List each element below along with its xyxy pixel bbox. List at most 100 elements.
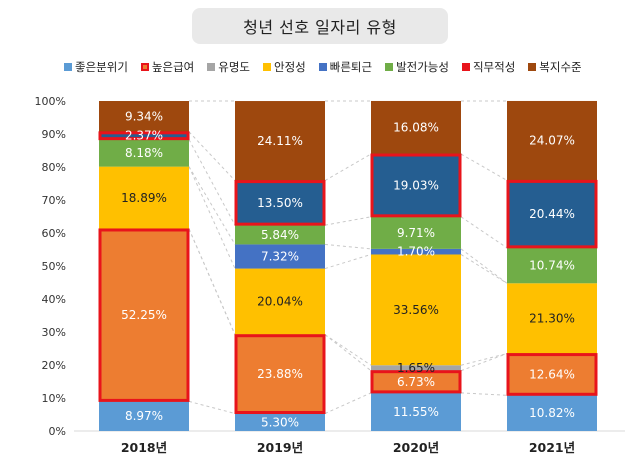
data-label: 20.44% (529, 207, 575, 221)
connector-line (188, 166, 236, 269)
data-label: 33.56% (393, 303, 439, 317)
bar-segment (235, 244, 325, 269)
connector-line (324, 153, 372, 182)
bar-segment (371, 100, 461, 155)
y-tick-label: 80% (42, 161, 66, 174)
legend-swatch (64, 63, 72, 71)
bar-segment (371, 365, 461, 371)
connector-lines (188, 100, 508, 414)
connector-line (460, 353, 508, 366)
legend-label: 높은급여 (151, 60, 195, 74)
legend-swatch (528, 63, 537, 71)
bar-segment (99, 139, 189, 167)
y-tick-label: 20% (42, 359, 66, 372)
highlight-box (370, 153, 462, 218)
y-tick-label: 0% (49, 425, 66, 438)
bar-segment (507, 100, 597, 181)
bar-segment (371, 216, 461, 249)
data-label: 7.32% (261, 249, 299, 263)
data-label: 13.50% (257, 196, 303, 210)
x-category-label: 2021년 (529, 440, 575, 455)
legend-label: 복지수준 (539, 60, 582, 74)
bar-segment (99, 101, 189, 132)
connector-line (188, 228, 236, 335)
bar-segment (235, 413, 325, 431)
y-tick-label: 90% (42, 128, 66, 141)
bar-segment (235, 225, 325, 245)
connector-line (460, 353, 508, 372)
legend-item: 높은급여 (140, 59, 195, 75)
data-label: 2.37% (125, 129, 163, 143)
connector-line (460, 248, 508, 284)
connector-line (460, 392, 508, 396)
y-tick-label: 50% (42, 260, 66, 273)
legend-swatch (385, 63, 394, 71)
connector-line (324, 334, 372, 372)
data-label: 12.64% (529, 367, 575, 381)
connector-line (188, 131, 236, 181)
connector-line (460, 153, 508, 181)
legend-swatch (262, 63, 271, 71)
chart-title-box: 청년 선호 일자리 유형 (192, 8, 448, 44)
data-label: 8.97% (125, 409, 163, 423)
legend-label: 직무적성 (472, 60, 516, 74)
data-label: 18.89% (121, 191, 167, 205)
highlight-box (98, 228, 190, 402)
highlight-box (234, 334, 326, 415)
connector-line (188, 139, 236, 226)
legend: 좋은분위기 높은급여 유명도 안정성 빠른퇴근 발전가능성 직무적성 복지수준 (64, 58, 634, 76)
legend-label: 빠른퇴근 (329, 60, 373, 74)
legend-item: 발전가능성 (385, 59, 449, 75)
connector-line (324, 334, 372, 366)
bar-segment (99, 131, 189, 140)
data-label: 1.70% (397, 245, 435, 259)
legend-item: 복지수준 (528, 59, 582, 75)
y-tick-label: 10% (42, 392, 66, 405)
bar-segment (235, 334, 325, 414)
bar-segment (371, 254, 461, 366)
data-label: 6.73% (397, 375, 435, 389)
legend-swatch (207, 63, 216, 71)
x-category-label: 2018년 (121, 440, 167, 455)
y-tick-label: 40% (42, 293, 66, 306)
bar-segment (99, 166, 189, 229)
legend-swatch (318, 63, 327, 71)
highlight-box (98, 131, 190, 141)
bar-segment (99, 228, 189, 402)
data-label: 20.04% (257, 295, 303, 309)
data-label: 24.11% (257, 134, 303, 148)
data-label: 52.25% (121, 308, 167, 322)
connector-line (188, 400, 236, 414)
connector-line (324, 254, 372, 270)
x-category-label: 2020년 (393, 440, 439, 455)
data-label: 10.74% (529, 259, 575, 273)
highlight-box (506, 179, 598, 249)
legend-item: 유명도 (207, 59, 250, 75)
data-label: 16.08% (393, 120, 439, 134)
y-tick-label: 100% (35, 95, 66, 108)
legend-label: 안정성 (273, 60, 306, 74)
bar-segment (371, 370, 461, 393)
legend-label: 유명도 (218, 60, 250, 74)
bar-segment (507, 180, 597, 248)
highlight-box (234, 180, 326, 226)
bar-segment (507, 247, 597, 284)
data-label: 24.07% (529, 134, 575, 148)
data-label: 10.82% (529, 406, 575, 420)
bar-segment (371, 392, 461, 431)
bar-segment (99, 401, 189, 431)
data-label: 9.71% (397, 226, 435, 240)
y-tick-label: 30% (42, 326, 66, 339)
data-label: 5.84% (261, 228, 299, 242)
legend-item: 직무적성 (461, 59, 516, 75)
legend-label: 좋은분위기 (75, 60, 128, 74)
y-tick-label: 60% (42, 227, 66, 240)
bar-segment (235, 101, 325, 181)
bar-segment (371, 248, 461, 255)
legend-label: 발전가능성 (396, 60, 449, 74)
data-label: 23.88% (257, 367, 303, 381)
highlight-box (506, 353, 598, 396)
bar-segment (507, 353, 597, 396)
connector-line (188, 166, 236, 245)
